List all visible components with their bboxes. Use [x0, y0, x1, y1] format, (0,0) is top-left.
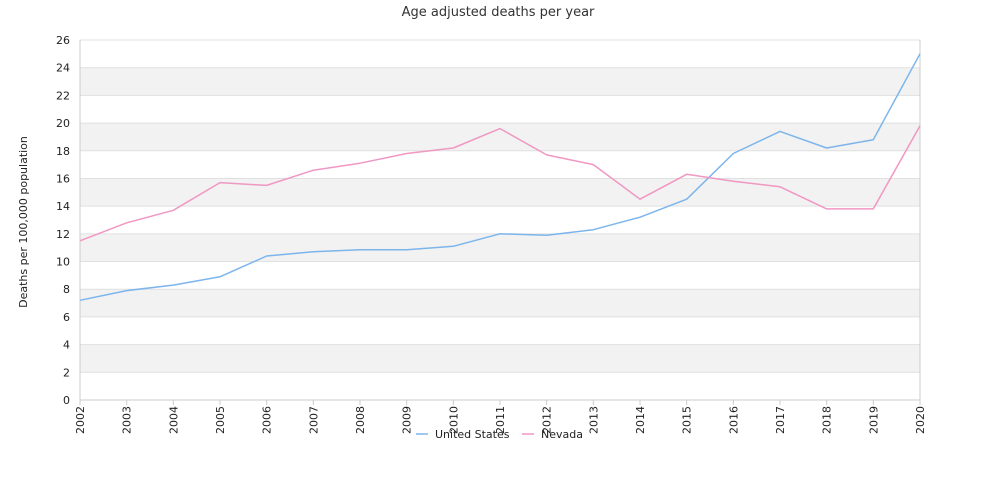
- x-tick-label: 2018: [821, 406, 834, 434]
- y-tick-label: 20: [56, 117, 70, 130]
- plot-band: [80, 233, 920, 262]
- x-tick-label: 2009: [401, 406, 414, 434]
- x-tick-label: 2020: [914, 406, 927, 434]
- plot-band: [80, 344, 920, 373]
- gridlines: [79, 39, 921, 401]
- y-tick-label: 4: [63, 339, 70, 352]
- plot-band: [80, 372, 920, 400]
- plot-band: [80, 316, 920, 345]
- x-tick-label: 2005: [214, 406, 227, 434]
- x-tick-label: 2016: [727, 406, 740, 434]
- x-tick-label: 2003: [121, 406, 134, 434]
- x-tick-label: 2015: [681, 406, 694, 434]
- legend-label: Nevada: [541, 428, 583, 441]
- plot-band: [80, 178, 920, 207]
- x-tick-label: 2008: [354, 406, 367, 434]
- y-tick-label: 16: [56, 172, 70, 185]
- legend-label: United States: [435, 428, 510, 441]
- x-tick-label: 2010: [447, 406, 460, 434]
- plot-band: [80, 261, 920, 290]
- chart-title: Age adjusted deaths per year: [402, 5, 595, 20]
- x-tick-label: 2007: [307, 406, 320, 434]
- plot-band: [80, 67, 920, 96]
- y-tick-label: 24: [56, 62, 70, 75]
- legend: United States Nevada: [416, 428, 583, 441]
- series-lines: [79, 53, 921, 302]
- x-tick-label: 2012: [541, 406, 554, 434]
- plot-background-bands: [80, 40, 920, 400]
- plot-band: [80, 150, 920, 179]
- plot-band: [80, 95, 920, 124]
- x-tick-label: 2004: [167, 406, 180, 434]
- plot-band: [80, 40, 920, 68]
- y-tick-label: 12: [56, 228, 70, 241]
- y-tick-label: 0: [63, 394, 70, 407]
- x-tick-label: 2019: [867, 406, 880, 434]
- series-line-nevada: [79, 125, 921, 242]
- y-tick-label: 6: [63, 311, 70, 324]
- x-tick-label: 2006: [261, 406, 274, 434]
- x-tick-label: 2017: [774, 406, 787, 434]
- y-tick-label: 26: [56, 34, 70, 47]
- y-tick-label: 22: [56, 89, 70, 102]
- y-axis-title: Deaths per 100,000 population: [17, 136, 30, 308]
- x-tick-label: 2013: [587, 406, 600, 434]
- plot-band: [80, 206, 920, 234]
- x-axis-ticks: 2002 2003 2004 2005 2006 2007 2008 2009 2010 2011…: [74, 400, 927, 434]
- x-tick-label: 2014: [634, 406, 647, 434]
- y-tick-label: 2: [63, 366, 70, 379]
- series-line-united-states: [79, 53, 921, 302]
- plot-band: [80, 289, 920, 317]
- y-tick-label: 14: [56, 200, 70, 213]
- y-tick-label: 18: [56, 145, 70, 158]
- plot-band: [80, 123, 920, 151]
- x-tick-label: 2011: [494, 406, 507, 434]
- y-tick-label: 10: [56, 256, 70, 269]
- x-tick-label: 2002: [74, 406, 87, 434]
- y-tick-label: 8: [63, 283, 70, 296]
